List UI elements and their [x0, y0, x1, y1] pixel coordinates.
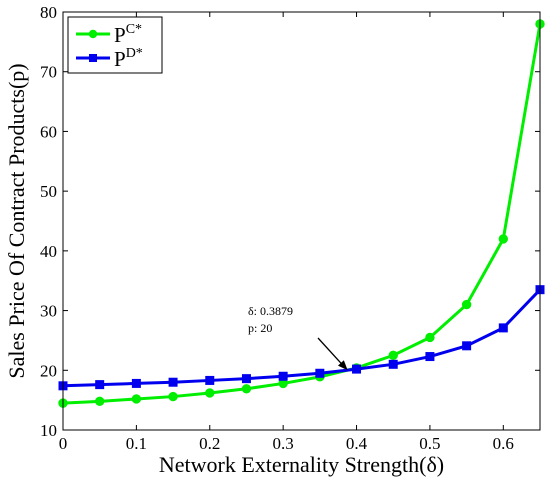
x-tick-label: 0 — [59, 434, 68, 453]
x-tick-label: 0.6 — [493, 434, 514, 453]
x-tick-label: 0.4 — [346, 434, 368, 453]
data-point — [462, 341, 472, 351]
legend: PC*PD* — [67, 16, 163, 74]
annotation-delta: δ: 0.3879 — [248, 304, 293, 318]
y-tick-label: 30 — [40, 302, 57, 321]
data-point — [168, 391, 178, 402]
legend-label: PD* — [114, 46, 143, 71]
intersection-annotation: δ: 0.3879 p: 20 — [248, 304, 348, 371]
legend-item-0: PC* — [76, 22, 142, 47]
x-tick-label: 0.3 — [273, 434, 294, 453]
data-point — [388, 359, 398, 369]
data-point — [315, 368, 325, 378]
x-axis-title: Network Externality Strength(δ) — [159, 452, 444, 477]
data-point — [94, 396, 105, 407]
plot-frame — [62, 11, 541, 431]
series-line — [62, 288, 542, 388]
data-point — [131, 378, 141, 388]
x-tick-label: 0.2 — [199, 434, 220, 453]
data-point — [205, 375, 215, 385]
data-point — [498, 323, 508, 333]
legend-marker — [89, 54, 97, 62]
data-point — [168, 377, 178, 387]
y-tick-label: 60 — [40, 122, 57, 141]
y-tick-label: 40 — [40, 242, 57, 261]
legend-marker — [88, 29, 98, 39]
legend-box — [67, 16, 163, 74]
legend-label: PC* — [114, 22, 142, 47]
x-tick-label: 0.5 — [419, 434, 440, 453]
data-point — [95, 380, 105, 390]
series-0 — [58, 19, 545, 408]
annotation-p: p: 20 — [248, 321, 272, 335]
y-axis-title: Sales Price Of Contract Products(p) — [4, 63, 29, 378]
x-tick-label: 0.1 — [126, 434, 147, 453]
data-point — [425, 352, 435, 362]
data-point — [388, 350, 398, 361]
data-point — [131, 394, 142, 404]
data-point — [352, 364, 362, 374]
data-point — [241, 384, 252, 394]
y-tick-label: 10 — [40, 421, 57, 440]
data-point — [461, 299, 472, 310]
data-point — [425, 332, 435, 343]
data-point — [205, 388, 215, 398]
series-line — [62, 23, 542, 405]
y-tick-label: 80 — [40, 3, 57, 22]
data-point — [498, 234, 509, 244]
data-point — [241, 374, 251, 384]
y-tick-label: 20 — [40, 361, 57, 380]
series-1 — [58, 285, 545, 391]
data-point — [278, 371, 288, 381]
y-tick-label: 70 — [40, 63, 57, 82]
annotation-arrow-head — [337, 360, 348, 371]
legend-item-1: PD* — [76, 46, 143, 71]
y-tick-label: 50 — [40, 182, 57, 201]
